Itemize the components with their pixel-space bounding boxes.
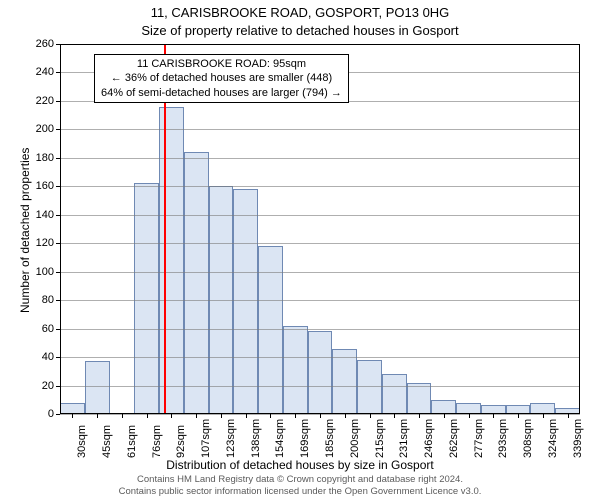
histogram-bar (431, 400, 456, 414)
footer-line-2: Contains public sector information licen… (0, 486, 600, 498)
histogram-bar (184, 152, 209, 414)
histogram-bar (357, 360, 382, 414)
grid-line (60, 386, 580, 387)
x-tick-label: 246sqm (423, 419, 435, 458)
histogram-bar (530, 403, 555, 414)
grid-line (60, 215, 580, 216)
x-tick-label: 76sqm (151, 425, 163, 458)
x-tick-label: 169sqm (299, 419, 311, 458)
x-axis-title: Distribution of detached houses by size … (0, 458, 600, 472)
x-tick-label: 123sqm (225, 419, 237, 458)
title-block: 11, CARISBROOKE ROAD, GOSPORT, PO13 0HG … (0, 0, 600, 39)
grid-line (60, 158, 580, 159)
grid-line (60, 44, 580, 45)
x-tick-label: 308sqm (522, 419, 534, 458)
annotation-line: 11 CARISBROOKE ROAD: 95sqm (101, 57, 342, 71)
annotation-box: 11 CARISBROOKE ROAD: 95sqm← 36% of detac… (94, 54, 349, 103)
footer: Contains HM Land Registry data © Crown c… (0, 474, 600, 498)
histogram-bar (159, 107, 184, 414)
histogram-bar (481, 405, 506, 414)
histogram-bar (506, 405, 531, 414)
grid-line (60, 186, 580, 187)
x-tick-label: 324sqm (547, 419, 559, 458)
y-tick-label: 100 (36, 266, 60, 278)
plot-region: 11 CARISBROOKE ROAD: 95sqm← 36% of detac… (60, 44, 580, 414)
grid-line (60, 300, 580, 301)
histogram-bar (60, 403, 85, 414)
y-tick-label: 260 (36, 38, 60, 50)
histogram-bar (407, 383, 432, 414)
histogram-bar (233, 189, 258, 414)
x-tick-label: 30sqm (76, 425, 88, 458)
x-tick-label: 231sqm (398, 419, 410, 458)
x-tick-label: 339sqm (572, 419, 584, 458)
x-tick-label: 92sqm (175, 425, 187, 458)
y-tick-label: 140 (36, 209, 60, 221)
histogram-bar (134, 183, 159, 414)
x-tick-label: 45sqm (101, 425, 113, 458)
histogram-bar (332, 349, 357, 414)
grid-line (60, 329, 580, 330)
x-tick-label: 138sqm (250, 419, 262, 458)
annotation-line: 64% of semi-detached houses are larger (… (101, 86, 342, 100)
y-tick-label: 0 (48, 408, 60, 420)
y-tick-label: 160 (36, 180, 60, 192)
y-tick-label: 240 (36, 66, 60, 78)
grid-line (60, 357, 580, 358)
y-tick-label: 200 (36, 123, 60, 135)
y-tick-label: 60 (42, 323, 60, 335)
x-tick-label: 200sqm (349, 419, 361, 458)
chart-area: 11 CARISBROOKE ROAD: 95sqm← 36% of detac… (60, 44, 580, 414)
y-tick-label: 20 (42, 380, 60, 392)
grid-line (60, 272, 580, 273)
y-axis-title: Number of detached properties (18, 148, 32, 313)
histogram-bar (308, 331, 333, 414)
histogram-bar (283, 326, 308, 414)
x-tick-label: 262sqm (448, 419, 460, 458)
y-tick-label: 40 (42, 351, 60, 363)
histogram-bar (85, 361, 110, 414)
x-tick-label: 293sqm (497, 419, 509, 458)
x-tick-label: 107sqm (200, 419, 212, 458)
footer-line-1: Contains HM Land Registry data © Crown c… (0, 474, 600, 486)
y-tick-label: 80 (42, 294, 60, 306)
title-line-1: 11, CARISBROOKE ROAD, GOSPORT, PO13 0HG (0, 4, 600, 22)
x-tick-label: 215sqm (374, 419, 386, 458)
annotation-line: ← 36% of detached houses are smaller (44… (101, 71, 342, 85)
y-tick-label: 220 (36, 95, 60, 107)
grid-line (60, 129, 580, 130)
histogram-bar (456, 403, 481, 414)
y-tick-label: 180 (36, 152, 60, 164)
x-tick-label: 185sqm (324, 419, 336, 458)
title-line-2: Size of property relative to detached ho… (0, 22, 600, 40)
y-tick-label: 120 (36, 237, 60, 249)
x-tick-label: 154sqm (274, 419, 286, 458)
x-tick-label: 61sqm (126, 425, 138, 458)
x-tick-label: 277sqm (473, 419, 485, 458)
histogram-bar (382, 374, 407, 414)
grid-line (60, 243, 580, 244)
